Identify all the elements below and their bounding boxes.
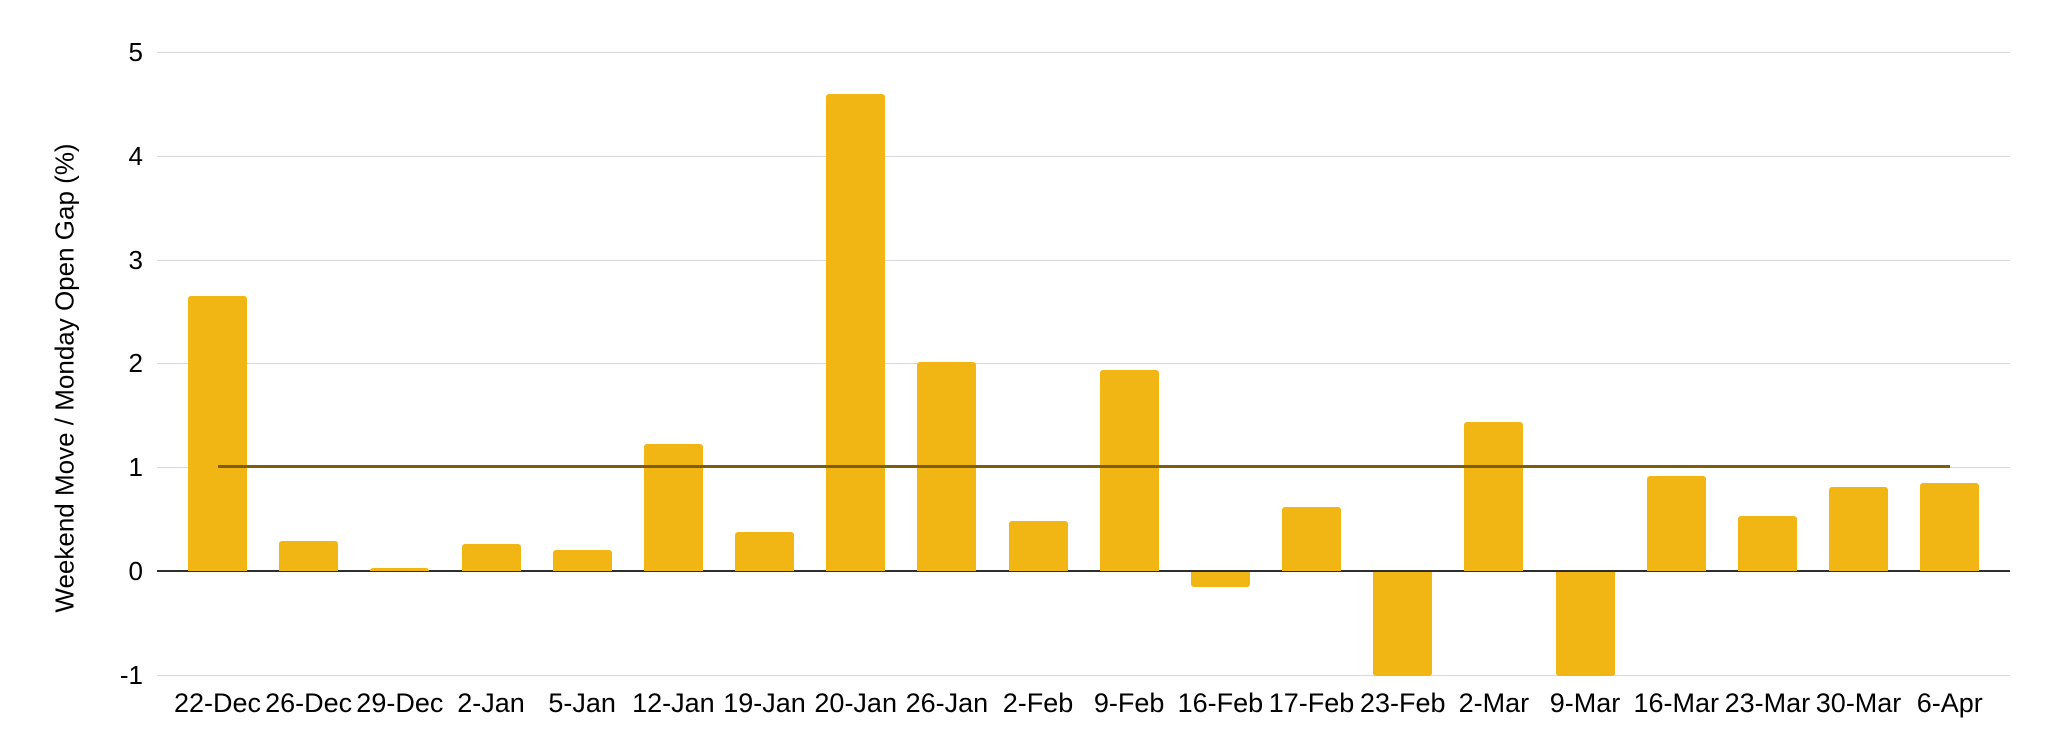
x-tick-label-19-Jan: 19-Jan <box>723 688 806 718</box>
bar-2-Jan <box>461 544 521 571</box>
bar-12-Jan <box>643 444 703 571</box>
bar-9-Feb <box>1099 369 1159 571</box>
y-tick-label-1: 1 <box>128 452 143 483</box>
reference-line <box>217 465 1950 469</box>
bar-16-Feb <box>1190 572 1250 587</box>
bar-9-Mar <box>1555 572 1615 676</box>
bar-16-Mar <box>1646 475 1706 571</box>
x-tick-label-23-Feb: 23-Feb <box>1359 688 1446 718</box>
bar-6-Apr <box>1920 482 1980 571</box>
y-tick-label-3: 3 <box>128 244 143 275</box>
x-tick-label-2-Jan: 2-Jan <box>457 688 525 718</box>
bar-19-Jan <box>735 531 795 571</box>
bar-2-Feb <box>1008 521 1068 571</box>
x-tick-label-9-Mar: 9-Mar <box>1549 688 1621 718</box>
bar-23-Mar <box>1737 515 1797 571</box>
x-tick-label-16-Feb: 16-Feb <box>1177 688 1264 718</box>
x-tick-label-29-Dec: 29-Dec <box>356 688 444 718</box>
y-tick-label-4: 4 <box>128 140 143 171</box>
x-tick-label-16-Mar: 16-Mar <box>1633 688 1719 718</box>
x-tick-label-5-Jan: 5-Jan <box>548 688 616 718</box>
h-gridline--1 <box>157 674 2010 676</box>
bar-23-Feb <box>1373 572 1433 676</box>
bar-29-Dec <box>370 567 430 571</box>
h-gridline-4 <box>157 155 2010 157</box>
x-tick-label-12-Jan: 12-Jan <box>632 688 715 718</box>
x-tick-label-9-Feb: 9-Feb <box>1093 688 1165 718</box>
bar-26-Dec <box>279 540 339 571</box>
h-gridline-2 <box>157 363 2010 365</box>
x-tick-label-17-Feb: 17-Feb <box>1268 688 1355 718</box>
x-axis-line <box>157 570 2010 572</box>
bar-2-Mar <box>1464 421 1524 571</box>
x-tick-label-26-Jan: 26-Jan <box>905 688 989 718</box>
bar-30-Mar <box>1829 486 1889 571</box>
bar-5-Jan <box>552 550 612 571</box>
bar-22-Dec <box>188 295 247 571</box>
y-tick-label--1: -1 <box>119 659 143 690</box>
y-tick-label-0: 0 <box>128 556 143 586</box>
x-tick-label-2-Mar: 2-Mar <box>1458 688 1530 718</box>
x-tick-label-22-Dec: 22-Dec <box>173 688 262 718</box>
y-tick-label-2: 2 <box>128 348 143 379</box>
x-tick-label-30-Mar: 30-Mar <box>1815 688 1902 718</box>
x-tick-label-2-Feb: 2-Feb <box>1002 688 1074 718</box>
h-gridline-5 <box>157 52 2010 53</box>
bar-20-Jan <box>826 93 886 571</box>
y-tick-label-5: 5 <box>128 37 143 67</box>
h-gridline-3 <box>157 259 2010 261</box>
x-tick-label-26-Dec: 26-Dec <box>265 688 353 718</box>
x-tick-label-6-Apr: 6-Apr <box>1916 688 1983 718</box>
x-tick-label-20-Jan: 20-Jan <box>814 688 897 718</box>
x-tick-label-23-Mar: 23-Mar <box>1724 688 1811 718</box>
bar-17-Feb <box>1282 506 1342 571</box>
